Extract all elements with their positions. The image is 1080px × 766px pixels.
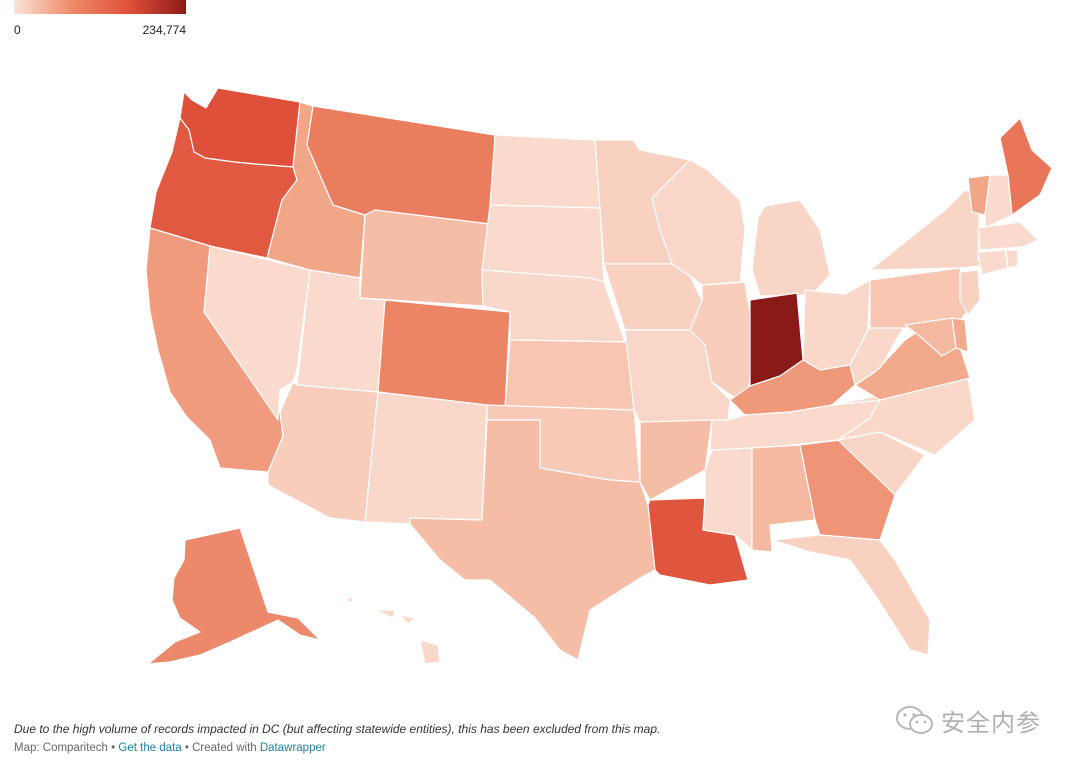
source-line: Map: Comparitech • Get the data • Create… (14, 742, 660, 754)
state-hi[interactable] (344, 596, 441, 665)
state-ri[interactable] (1005, 249, 1019, 269)
state-nj[interactable] (959, 269, 981, 316)
state-co[interactable] (377, 299, 511, 409)
state-md[interactable] (904, 317, 957, 357)
state-ar[interactable] (639, 419, 713, 501)
wechat-icon (896, 705, 933, 734)
state-ma[interactable] (977, 221, 1039, 251)
watermark: 安全内参 (895, 703, 1041, 738)
state-ak[interactable] (147, 527, 321, 665)
state-sd[interactable] (481, 204, 605, 283)
state-nm[interactable] (364, 391, 488, 525)
state-nd[interactable] (489, 134, 601, 209)
us-choropleth-map (145, 87, 1053, 665)
separator: • (107, 742, 119, 754)
state-wy[interactable] (359, 209, 491, 307)
source-credit: Map: Comparitech (14, 742, 108, 754)
watermark-text: 安全内参 (941, 710, 1041, 737)
get-data-link[interactable]: Get the data (118, 742, 182, 754)
legend-gradient (14, 0, 186, 14)
state-nh[interactable] (984, 174, 1013, 229)
state-mi[interactable] (751, 199, 831, 297)
legend-min-label: 0 (14, 23, 21, 37)
state-mt[interactable] (306, 105, 496, 225)
state-az[interactable] (267, 381, 379, 523)
state-nc[interactable] (831, 377, 976, 456)
legend-labels: 0 234,774 (14, 23, 186, 39)
separator-created: • Created with (181, 742, 260, 754)
footer: Due to the high volume of records impact… (14, 722, 660, 754)
state-fl[interactable] (771, 534, 931, 656)
state-tx[interactable] (409, 419, 656, 661)
legend-max-label: 234,774 (142, 23, 186, 37)
state-ct[interactable] (977, 249, 1009, 276)
state-ks[interactable] (504, 339, 635, 411)
datawrapper-link[interactable]: Datawrapper (259, 742, 326, 754)
map-note: Due to the high volume of records impact… (14, 722, 661, 736)
legend: 0 234,774 (14, 0, 186, 39)
